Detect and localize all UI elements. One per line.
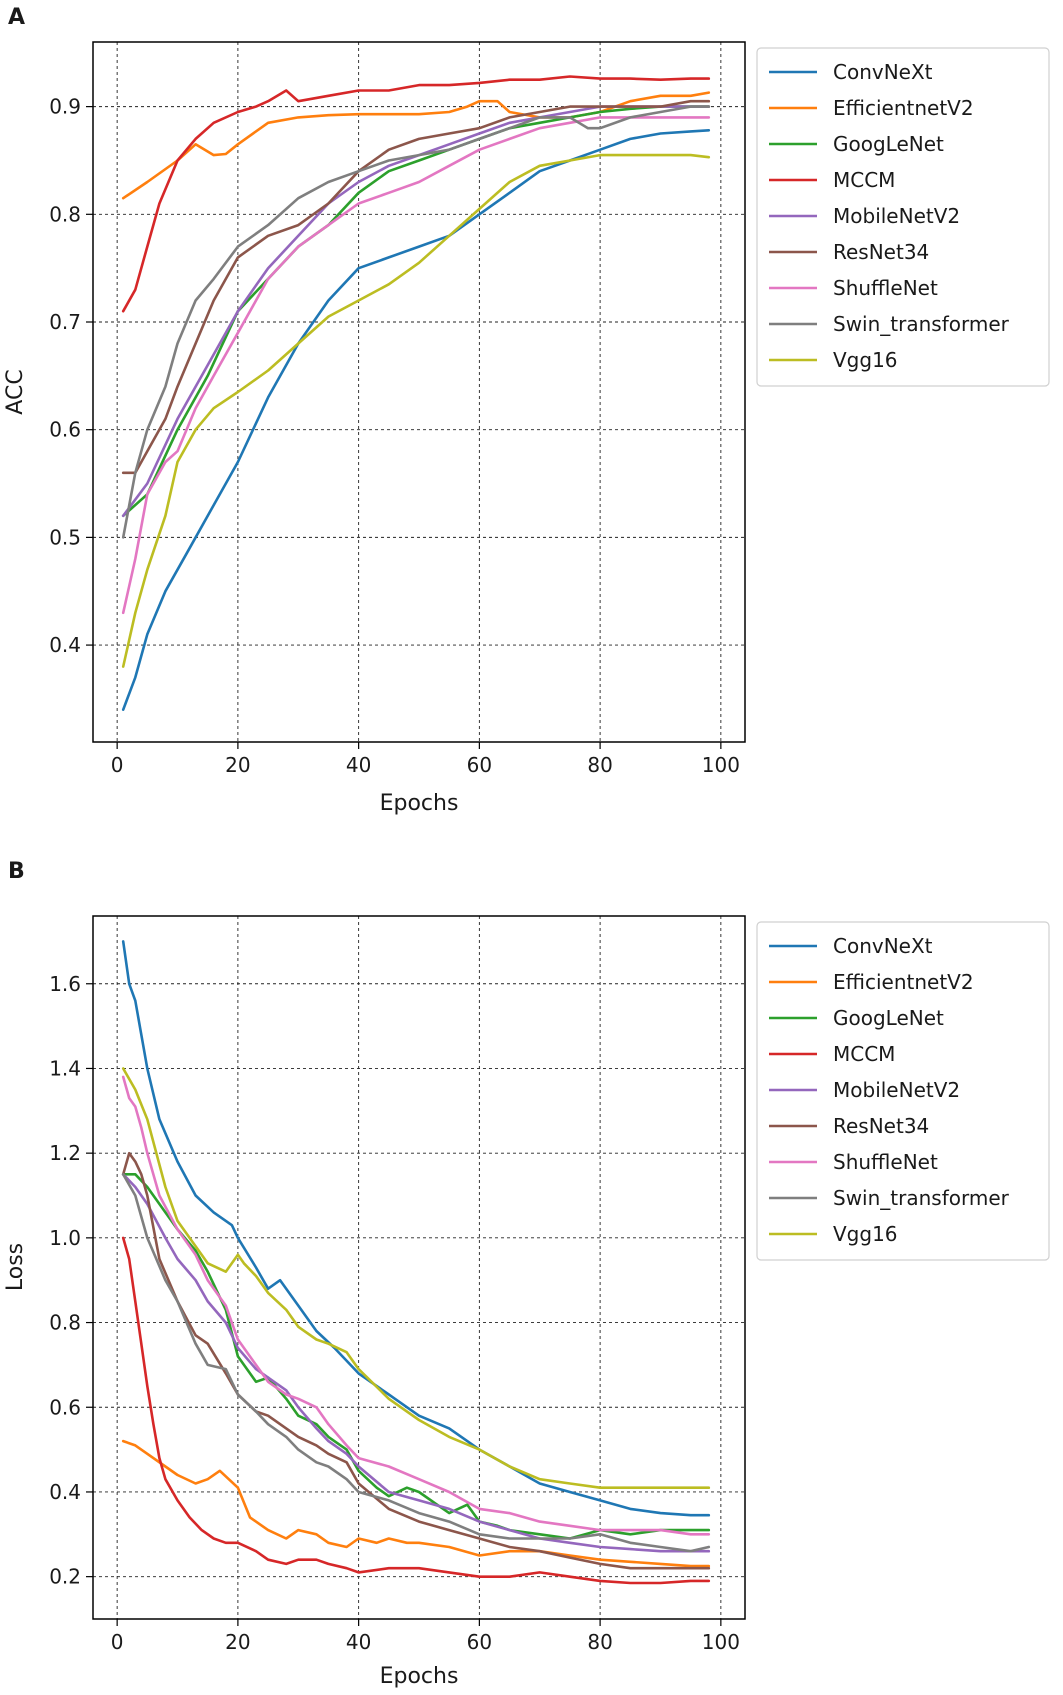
x-tick-label: 80: [587, 1630, 612, 1654]
legend-item: ConvNeXt: [769, 934, 933, 958]
x-tick-label: 40: [346, 1630, 371, 1654]
legend-label: ShuffleNet: [833, 276, 938, 300]
series-line-googlenet: [121, 105, 711, 518]
legend-label: EfficientnetV2: [833, 96, 974, 120]
x-tick-label: 20: [225, 753, 250, 777]
series-line-mobilenetv2: [121, 1173, 711, 1553]
legend-label: GoogLeNet: [833, 1006, 944, 1030]
panel-b-ticks: 0 20 40 60 80 100 0.2 0.4 0.6 0.8 1.0 1.2 1.4 1.6: [49, 972, 740, 1654]
legend-item: ShuffleNet: [769, 276, 938, 300]
series-line-resnet34: [121, 1151, 711, 1570]
series-line-shufflenet: [121, 1075, 711, 1536]
panel-a-ticks: 0 20 40 60 80 100 0.4 0.5 0.6 0.7 0.8 0.9: [49, 95, 740, 777]
legend-label: ConvNeXt: [833, 934, 933, 958]
legend-item: MobileNetV2: [769, 204, 960, 228]
y-tick-label: 0.6: [49, 418, 81, 442]
legend-item: ResNet34: [769, 1114, 929, 1138]
panel-b-y-axis-label: Loss: [3, 1243, 28, 1291]
legend-item: GoogLeNet: [769, 132, 944, 156]
legend-item: EfficientnetV2: [769, 96, 974, 120]
legend-label: MCCM: [833, 1042, 895, 1066]
y-tick-label: 1.6: [49, 972, 81, 996]
x-tick-label: 60: [467, 753, 492, 777]
panel-b-plot-frame: [92, 915, 746, 1620]
y-tick-label: 1.2: [49, 1141, 81, 1165]
x-tick-label: 40: [346, 753, 371, 777]
legend-item: MCCM: [769, 168, 895, 192]
x-tick-label: 0: [111, 1630, 124, 1654]
x-tick-label: 0: [111, 753, 124, 777]
legend-item: Swin_transformer: [769, 1186, 1010, 1210]
legend-label: MobileNetV2: [833, 204, 960, 228]
x-tick-label: 100: [702, 1630, 740, 1654]
series-line-mobilenetv2: [121, 105, 711, 518]
series-line-resnet34: [121, 99, 711, 475]
series-line-vgg16: [121, 1067, 711, 1489]
y-tick-label: 1.0: [49, 1226, 81, 1250]
legend-label: Vgg16: [833, 1222, 898, 1246]
series-line-mccm: [121, 75, 711, 313]
legend-label: ResNet34: [833, 240, 929, 264]
panel-a-plot-frame: [92, 41, 746, 743]
y-tick-label: 0.8: [49, 202, 81, 226]
legend-item: ConvNeXt: [769, 60, 933, 84]
series-line-efficientnetv2: [121, 1439, 711, 1568]
panel-b-label: B: [8, 859, 25, 884]
panel-a-series: [121, 75, 711, 712]
legend-label: ShuffleNet: [833, 1150, 938, 1174]
legend-item: GoogLeNet: [769, 1006, 944, 1030]
panel-a-label: A: [8, 5, 25, 30]
y-tick-label: 0.4: [49, 633, 81, 657]
legend-label: MobileNetV2: [833, 1078, 960, 1102]
y-tick-label: 1.4: [49, 1056, 81, 1080]
legend-label: GoogLeNet: [833, 132, 944, 156]
panel-a-x-axis-label: Epochs: [380, 791, 459, 816]
legend-label: Swin_transformer: [833, 312, 1010, 336]
panel-a-y-axis-label: ACC: [3, 369, 28, 414]
y-tick-label: 0.6: [49, 1395, 81, 1419]
legend-label: Vgg16: [833, 348, 898, 372]
panel-b-legend: ConvNeXt EfficientnetV2 GoogLeNet MCCM Mobil…: [756, 921, 1050, 1261]
y-tick-label: 0.7: [49, 310, 81, 334]
y-tick-label: 0.2: [49, 1565, 81, 1589]
legend-item: MobileNetV2: [769, 1078, 960, 1102]
legend-label: ResNet34: [833, 1114, 929, 1138]
panel-a-legend: ConvNeXt EfficientnetV2 GoogLeNet MCCM Mobil…: [756, 47, 1050, 387]
series-line-swin-transformer: [121, 105, 711, 539]
y-tick-label: 0.5: [49, 525, 81, 549]
legend-label: MCCM: [833, 168, 895, 192]
legend-item: EfficientnetV2: [769, 970, 974, 994]
panel-b-x-axis-label: Epochs: [380, 1664, 459, 1689]
series-line-convnext: [121, 940, 711, 1517]
legend-box: [756, 921, 1050, 1261]
y-tick-label: 0.4: [49, 1480, 81, 1504]
x-tick-label: 80: [587, 753, 612, 777]
x-tick-label: 20: [225, 1630, 250, 1654]
series-line-googlenet: [121, 1173, 711, 1540]
legend-item: Vgg16: [769, 1222, 898, 1246]
panel-a-grid: [93, 42, 745, 742]
legend-label: ConvNeXt: [833, 60, 933, 84]
series-line-shufflenet: [121, 116, 711, 615]
legend-item: Swin_transformer: [769, 312, 1010, 336]
panel-b-series: [121, 940, 711, 1585]
series-line-mccm: [121, 1236, 711, 1585]
legend-label: EfficientnetV2: [833, 970, 974, 994]
legend-item: MCCM: [769, 1042, 895, 1066]
legend-item: Vgg16: [769, 348, 898, 372]
legend-box: [756, 47, 1050, 387]
series-line-swin-transformer: [121, 1173, 711, 1553]
y-tick-label: 0.9: [49, 95, 81, 119]
legend-label: Swin_transformer: [833, 1186, 1010, 1210]
panel-b: B 0 20 40 60 80 100 0.2 0.4 0.6 0.8 1.0 1.2 1.4 1.6 E…: [3, 859, 1050, 1689]
y-tick-label: 0.8: [49, 1311, 81, 1335]
legend-item: ShuffleNet: [769, 1150, 938, 1174]
series-line-convnext: [121, 129, 711, 712]
series-line-vgg16: [121, 153, 711, 668]
legend-item: ResNet34: [769, 240, 929, 264]
x-tick-label: 60: [467, 1630, 492, 1654]
x-tick-label: 100: [702, 753, 740, 777]
